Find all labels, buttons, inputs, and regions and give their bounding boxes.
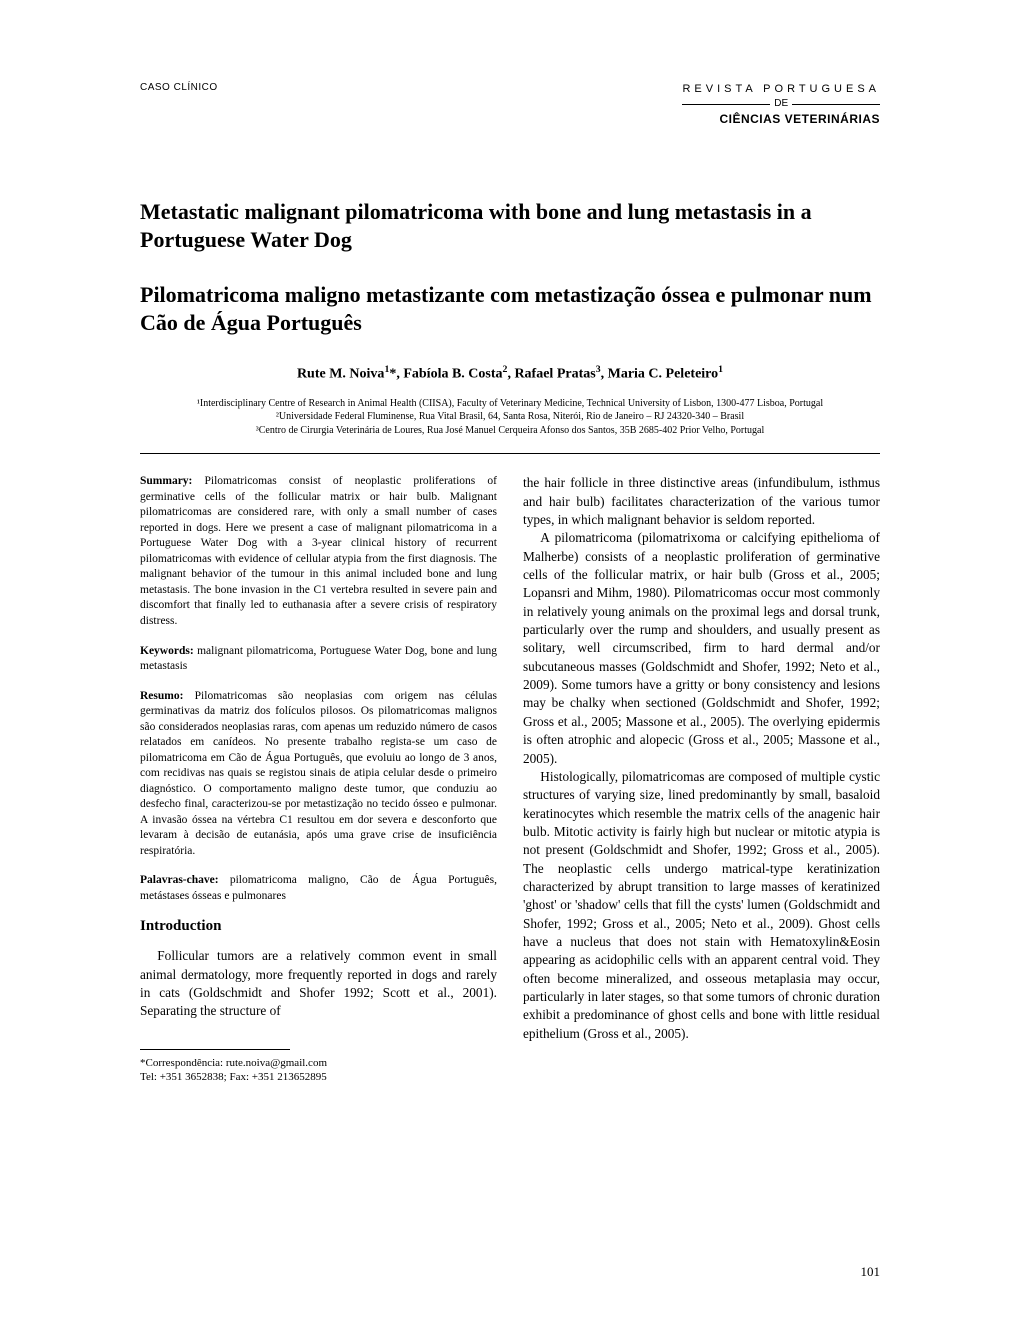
rule-left — [682, 104, 770, 105]
keywords-block: Keywords: malignant pilomatricoma, Portu… — [140, 644, 497, 675]
resumo-text: Pilomatricomas são neoplasias com origem… — [140, 690, 497, 857]
intro-heading: Introduction — [140, 918, 497, 935]
affiliation-3: ³Centro de Cirurgia Veterinária de Loure… — [140, 424, 880, 438]
horizontal-rule — [140, 453, 880, 454]
section-label: CASO CLÍNICO — [140, 82, 218, 93]
intro-p1: Follicular tumors are a relatively commo… — [140, 947, 497, 1020]
article-title-en: Metastatic malignant pilomatricoma with … — [140, 198, 880, 253]
resumo-label: Resumo: — [140, 690, 183, 702]
keywords-label: Keywords: — [140, 645, 194, 657]
right-column: the hair follicle in three distinctive a… — [523, 474, 880, 1085]
correspondence: *Correspondência: rute.noiva@gmail.com — [140, 1056, 497, 1071]
footnote-rule — [140, 1049, 290, 1050]
summary-block: Summary: Pilomatricomas consist of neopl… — [140, 474, 497, 629]
resumo-block: Resumo: Pilomatricomas são neoplasias co… — [140, 689, 497, 860]
palavras-block: Palavras-chave: pilomatricoma maligno, C… — [140, 873, 497, 904]
journal-de: DE — [774, 97, 788, 111]
article-title-pt: Pilomatricoma maligno metastizante com m… — [140, 281, 880, 336]
journal-title-line2: CIÊNCIAS VETERINÁRIAS — [682, 111, 880, 128]
page-header: CASO CLÍNICO REVISTA PORTUGUESA DE CIÊNC… — [140, 82, 880, 128]
keywords-text: malignant pilomatricoma, Portuguese Wate… — [140, 645, 497, 673]
affiliation-2: ²Universidade Federal Fluminense, Rua Vi… — [140, 410, 880, 424]
left-column: Summary: Pilomatricomas consist of neopl… — [140, 474, 497, 1085]
body-p1: the hair follicle in three distinctive a… — [523, 474, 880, 529]
summary-text: Pilomatricomas consist of neoplastic pro… — [140, 475, 497, 627]
journal-title-line1: REVISTA PORTUGUESA — [682, 82, 880, 97]
journal-block: REVISTA PORTUGUESA DE CIÊNCIAS VETERINÁR… — [682, 82, 880, 128]
rule-right — [792, 104, 880, 105]
affiliations: ¹Interdisciplinary Centre of Research in… — [140, 397, 880, 438]
summary-label: Summary: — [140, 475, 192, 487]
palavras-label: Palavras-chave: — [140, 874, 219, 886]
authors: Rute M. Noiva1*, Fabíola B. Costa2, Rafa… — [140, 364, 880, 383]
two-column-layout: Summary: Pilomatricomas consist of neopl… — [140, 474, 880, 1085]
affiliation-1: ¹Interdisciplinary Centre of Research in… — [140, 397, 880, 411]
journal-de-line: DE — [682, 97, 880, 111]
body-p3: Histologically, pilomatricomas are compo… — [523, 768, 880, 1043]
page-number: 101 — [861, 1264, 881, 1280]
intro-body: Follicular tumors are a relatively commo… — [140, 947, 497, 1020]
body-p2: A pilomatricoma (pilomatrixoma or calcif… — [523, 529, 880, 767]
contact-numbers: Tel: +351 3652838; Fax: +351 213652895 — [140, 1070, 497, 1085]
